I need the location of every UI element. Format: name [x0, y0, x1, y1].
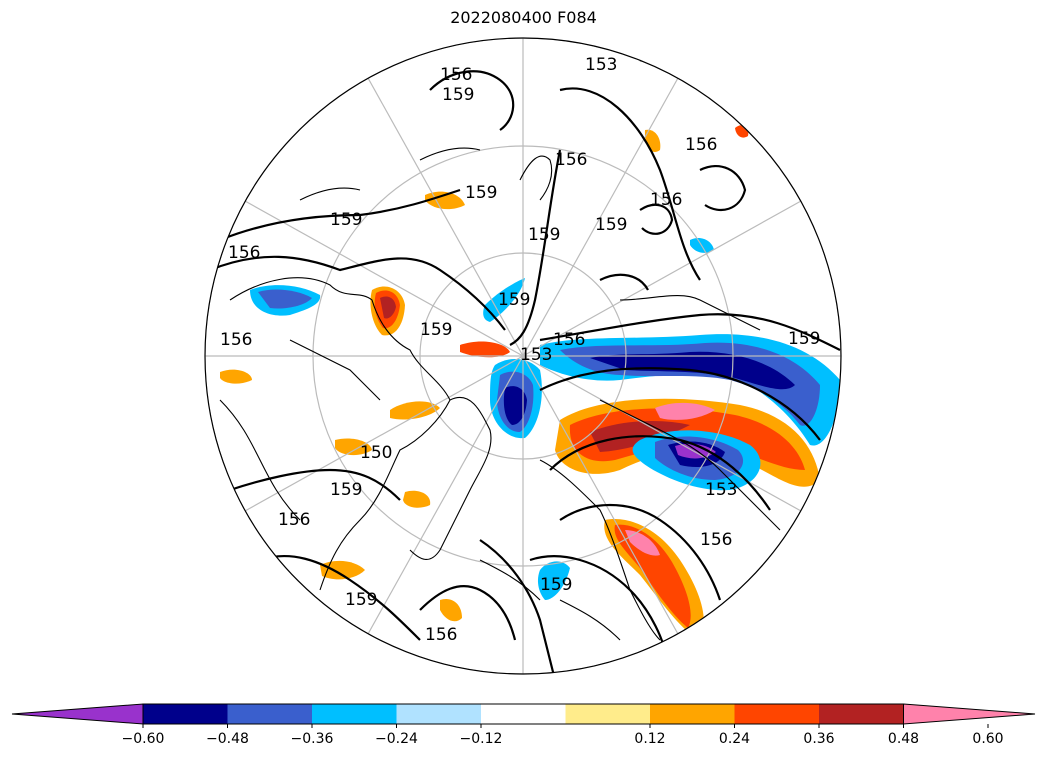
polar-map: 156 159 153 156 159 156 159 156 159 156 …	[204, 37, 842, 675]
contour-labels: 156 159 153 156 159 156 159 156 159 156 …	[220, 55, 820, 645]
colorbar-segment	[143, 704, 228, 724]
colorbar-tick-label: −0.36	[291, 731, 334, 747]
contour-label: 156	[650, 190, 682, 210]
colorbar-tick-label: 0.60	[972, 731, 1003, 747]
colorbar-tick-label: 0.48	[888, 731, 919, 747]
contour-label: 159	[498, 290, 530, 310]
colorbar-tick-label: 0.12	[634, 731, 665, 747]
colorbar-segments	[11, 703, 1036, 725]
contour-label: 153	[705, 480, 737, 500]
colorbar-extend-high	[903, 703, 1036, 725]
colorbar-segment	[819, 704, 904, 724]
colorbar-tick-label: −0.24	[375, 731, 418, 747]
contour-label: 159	[528, 225, 560, 245]
contour-label: 156	[278, 510, 310, 530]
contour-label: 156	[425, 625, 457, 645]
anomaly-fills	[220, 125, 840, 640]
contour-label: 159	[788, 329, 820, 349]
contour-label: 156	[228, 243, 260, 263]
colorbar-segment	[396, 704, 481, 724]
colorbar-segment	[734, 704, 819, 724]
graticule	[205, 38, 841, 674]
colorbar-segment	[312, 704, 397, 724]
contour-label: 159	[345, 590, 377, 610]
contour-label: 156	[555, 150, 587, 170]
contour-label: 156	[700, 530, 732, 550]
contour-label: 159	[465, 183, 497, 203]
colorbar-frame	[142, 703, 904, 725]
colorbar: −0.60 −0.48 −0.36 −0.24 −0.12 0.12 0.24 0.36 0.4…	[11, 703, 1036, 747]
colorbar-segment	[227, 704, 312, 724]
contour-label: 159	[420, 320, 452, 340]
coastlines	[219, 147, 781, 641]
contour-label: 156	[685, 135, 717, 155]
colorbar-segment	[565, 704, 650, 724]
colorbar-extend-low	[11, 703, 144, 725]
map-boundary	[204, 37, 842, 675]
contour-label: 156	[220, 330, 252, 350]
colorbar-tick-label: −0.60	[122, 731, 165, 747]
contour-label: 159	[540, 575, 572, 595]
map-title: 2022080400 F084	[450, 8, 597, 27]
contour-label: 153	[585, 55, 617, 75]
contour-label: 150	[360, 443, 392, 463]
colorbar-tick-label: 0.24	[719, 731, 750, 747]
contour-label: 159	[330, 210, 362, 230]
colorbar-tick-label: 0.36	[803, 731, 834, 747]
colorbar-ticks: −0.60 −0.48 −0.36 −0.24 −0.12 0.12 0.24 0.36 0.4…	[122, 724, 1004, 747]
contour-label: 153	[520, 345, 552, 365]
contour-label: 159	[595, 215, 627, 235]
contour-label: 156	[553, 330, 585, 350]
colorbar-segment	[481, 704, 566, 724]
contour-label: 156	[440, 65, 472, 85]
colorbar-tick-label: −0.12	[460, 731, 503, 747]
colorbar-segment	[650, 704, 735, 724]
colorbar-tick-label: −0.48	[206, 731, 249, 747]
contour-label: 159	[330, 480, 362, 500]
contour-label: 159	[442, 85, 474, 105]
